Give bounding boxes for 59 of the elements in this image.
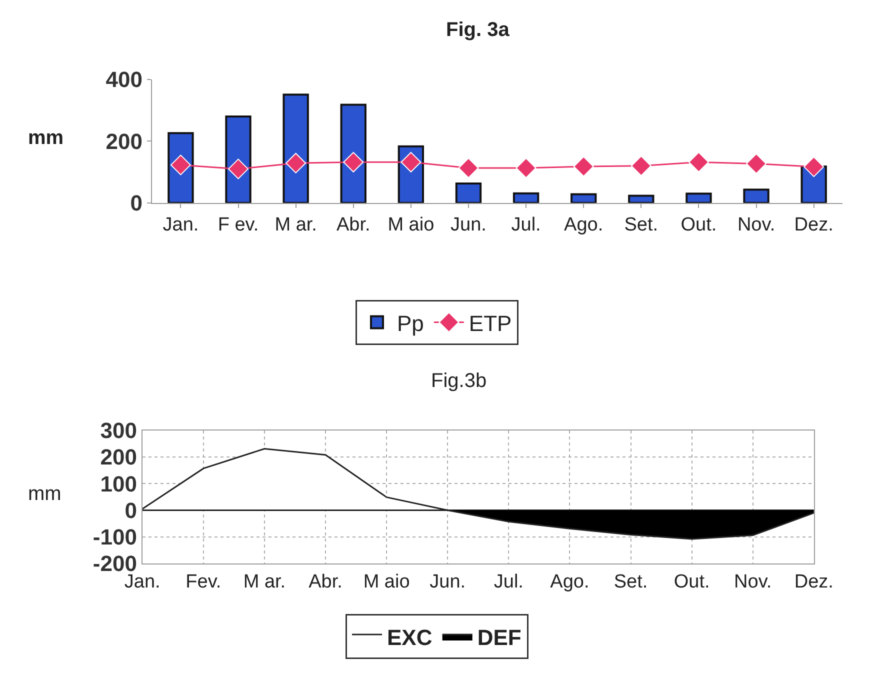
x-tick-label: M ar. <box>274 214 317 236</box>
x-tick-label: Ago. <box>550 571 590 592</box>
point <box>400 152 422 172</box>
y-tick-label: 300 <box>100 418 137 444</box>
legend-label: DEF <box>477 625 522 650</box>
x-tick-label: Out. <box>680 214 717 236</box>
y-tick-label: 0 <box>130 190 143 216</box>
chart-title: Fig. 3a <box>446 19 510 41</box>
point <box>343 152 364 172</box>
point <box>458 158 479 178</box>
bar <box>512 192 540 203</box>
x-tick-label: Set. <box>614 571 648 592</box>
x-tick-label: Ago. <box>564 214 604 236</box>
point <box>286 152 306 174</box>
x-tick-label: Abr. <box>336 214 370 236</box>
x-tick-label: Jun. <box>430 571 466 592</box>
legend-label: Pp <box>397 310 424 336</box>
x-tick-label: M ar. <box>243 571 286 592</box>
x-tick-label: M aio <box>363 571 410 592</box>
x-tick-label: Nov. <box>734 571 772 592</box>
bar <box>282 94 309 203</box>
y-tick-label: 400 <box>106 67 143 92</box>
x-tick-label: Fev. <box>186 571 222 592</box>
x-tick-label: Out. <box>674 571 710 592</box>
x-tick-label: Jul. <box>494 571 524 592</box>
point <box>516 158 536 178</box>
x-tick-label: Nov. <box>737 214 776 236</box>
point <box>630 156 652 176</box>
point <box>804 156 824 178</box>
x-tick-label: Jul. <box>511 214 541 236</box>
x-tick-label: Jan. <box>124 571 160 592</box>
point <box>573 156 594 177</box>
x-tick-label: Set. <box>624 214 658 236</box>
x-tick-label: F ev. <box>218 214 259 236</box>
bar <box>340 104 366 203</box>
y-tick-label: 200 <box>106 128 143 154</box>
legend-label: EXC <box>387 625 432 650</box>
bar <box>628 194 654 203</box>
point <box>228 158 249 180</box>
y-axis-title: mm <box>28 483 62 505</box>
x-tick-label: Jun. <box>450 214 486 236</box>
y-axis-title: mm <box>28 127 64 149</box>
bar <box>686 192 712 203</box>
y-tick-label: 0 <box>124 498 137 523</box>
bar <box>570 193 597 203</box>
x-tick-label: Dez. <box>794 571 834 592</box>
x-tick-label: Dez. <box>794 214 834 236</box>
bar <box>743 188 770 203</box>
bar <box>455 182 482 203</box>
x-tick-label: Abr. <box>308 571 342 592</box>
y-tick-label: 200 <box>100 444 137 470</box>
chart-title: Fig.3b <box>431 370 487 392</box>
y-tick-label: 100 <box>100 471 137 496</box>
y-tick-label: -100 <box>92 524 137 550</box>
legend-label: ETP <box>468 310 512 336</box>
point <box>688 152 709 172</box>
point <box>746 153 767 174</box>
x-tick-label: M aio <box>388 214 434 236</box>
x-tick-label: Jan. <box>162 214 199 236</box>
